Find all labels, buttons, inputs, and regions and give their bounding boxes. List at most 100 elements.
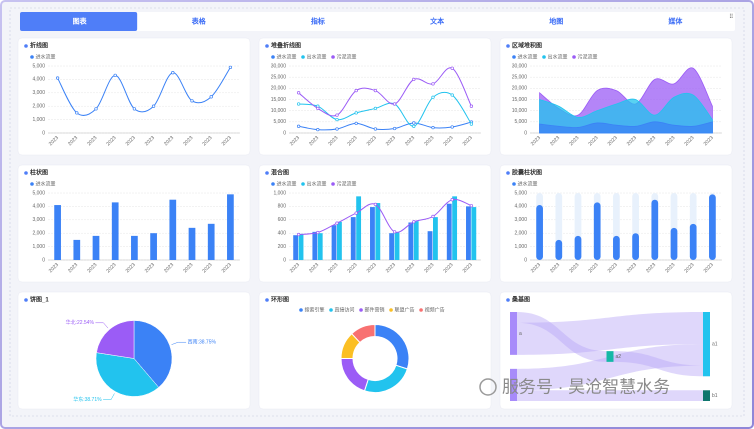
legend-label: 进水流量 — [277, 180, 297, 187]
point — [190, 99, 194, 103]
bar — [356, 196, 362, 260]
point — [335, 113, 339, 117]
bar — [555, 239, 563, 260]
bar — [427, 231, 433, 260]
point — [354, 88, 358, 93]
legend-marker — [30, 182, 34, 186]
y-tick-label: 5,000 — [514, 190, 527, 196]
point — [316, 230, 320, 235]
sankey-link — [517, 344, 703, 391]
line — [298, 91, 472, 127]
sankey-link — [517, 312, 607, 362]
bar — [370, 207, 375, 260]
chart-title: 区域堆积图 — [512, 42, 542, 50]
y-tick-label: 600 — [278, 217, 287, 223]
tab[interactable]: 媒体 — [667, 16, 683, 25]
node-label: b1 — [712, 393, 718, 399]
bar — [293, 235, 299, 260]
legend-marker — [301, 55, 305, 59]
panel — [499, 291, 733, 410]
sankey-node — [510, 368, 517, 401]
legend-marker — [542, 55, 546, 59]
tab[interactable]: 地图 — [549, 16, 563, 25]
bar — [73, 239, 81, 260]
bar — [169, 199, 177, 260]
legend-marker — [271, 55, 275, 59]
point — [354, 111, 358, 115]
sankey-link — [613, 351, 703, 377]
y-tick-label: 10,000 — [271, 108, 287, 114]
legend-label: 出水流量 — [548, 53, 568, 60]
point — [431, 214, 435, 219]
tab[interactable]: 图表 — [73, 16, 88, 25]
point — [113, 73, 117, 78]
point — [296, 124, 301, 128]
slice — [351, 323, 376, 344]
tab[interactable]: 文本 — [430, 16, 444, 25]
y-tick-label: 4,000 — [514, 204, 527, 210]
legend-label: 直接访问 — [335, 306, 355, 313]
legend-label: 进水流量 — [518, 180, 538, 187]
y-tick-label: 0 — [283, 257, 286, 263]
point — [431, 95, 435, 99]
legend-marker — [329, 308, 333, 312]
tab[interactable]: 指标 — [311, 16, 325, 25]
legend-marker — [512, 182, 516, 186]
chart-title: 胶囊柱状图 — [512, 169, 542, 177]
chart-title: 环形图 — [271, 296, 289, 304]
tab[interactable]: 表格 — [191, 16, 207, 25]
point — [469, 122, 474, 126]
tab-active[interactable] — [20, 12, 138, 31]
y-tick-label: 3,000 — [32, 217, 45, 223]
legend-marker — [30, 55, 34, 59]
y-tick-label: 0 — [524, 257, 527, 263]
panel — [258, 37, 492, 156]
slice — [96, 320, 135, 359]
point — [228, 65, 233, 69]
sankey-node — [703, 390, 710, 401]
legend-marker — [512, 55, 516, 59]
point — [373, 202, 378, 207]
chart-title: 混合图 — [271, 169, 289, 177]
chart-title: 饼图_1 — [29, 296, 49, 304]
point — [296, 102, 301, 106]
y-tick-label: 800 — [278, 204, 287, 210]
legend-label: 联盟广告 — [395, 306, 415, 313]
point — [469, 204, 474, 208]
y-tick-label: 0 — [42, 130, 45, 136]
bar — [227, 194, 234, 260]
legend-marker — [572, 55, 576, 59]
node-label: a — [519, 331, 522, 337]
slice-label: 华东:38.71% — [73, 396, 102, 403]
bar — [394, 232, 400, 260]
point — [450, 125, 454, 129]
legend-marker — [419, 308, 423, 312]
y-tick-label: 1,000 — [514, 244, 527, 250]
legend-marker — [271, 182, 275, 186]
legend-label: 邮件营销 — [365, 306, 385, 313]
point — [412, 77, 416, 82]
title-icon — [24, 298, 28, 302]
area — [539, 92, 713, 134]
legend-label: 出水流量 — [307, 180, 327, 187]
legend-label: 进水流量 — [277, 53, 297, 60]
y-tick-label: 4,000 — [32, 204, 45, 210]
slice-label: 华北:22.54% — [66, 319, 95, 326]
bar — [433, 217, 438, 260]
bar — [709, 194, 716, 260]
y-tick-label: 4,000 — [32, 77, 45, 83]
bar — [298, 233, 304, 260]
point — [392, 230, 397, 234]
leader-line — [103, 393, 115, 400]
bar — [651, 199, 659, 260]
panel — [17, 37, 251, 156]
legend-marker — [301, 182, 305, 186]
legend-marker — [331, 182, 335, 186]
title-icon — [506, 298, 510, 302]
point — [132, 107, 137, 111]
chart-title: 堆叠折线图 — [271, 42, 301, 50]
slice-label: 西南:38.75% — [188, 339, 217, 346]
y-tick-label: 5,000 — [32, 63, 45, 69]
bar — [54, 205, 61, 260]
legend-marker — [331, 55, 335, 59]
